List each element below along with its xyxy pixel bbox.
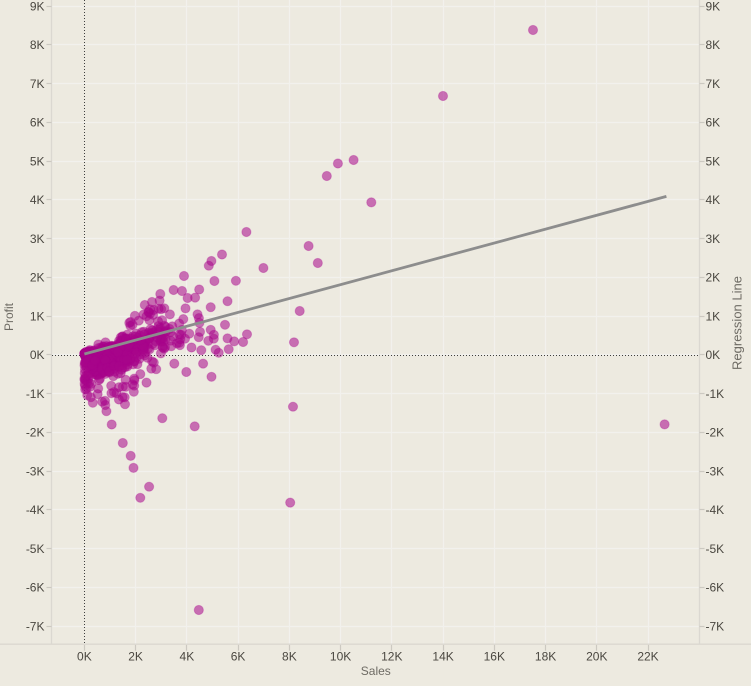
svg-text:-1K: -1K xyxy=(26,387,45,401)
svg-text:-7K: -7K xyxy=(26,619,45,633)
svg-text:9K: 9K xyxy=(30,0,45,13)
svg-text:5K: 5K xyxy=(30,154,45,168)
svg-text:Sales: Sales xyxy=(361,664,391,678)
svg-text:-2K: -2K xyxy=(26,426,45,440)
svg-text:6K: 6K xyxy=(231,650,246,664)
svg-text:2K: 2K xyxy=(30,271,45,285)
svg-text:-1K: -1K xyxy=(706,387,725,401)
svg-text:7K: 7K xyxy=(706,77,721,91)
svg-text:-6K: -6K xyxy=(706,581,725,595)
svg-text:0K: 0K xyxy=(706,348,721,362)
svg-text:22K: 22K xyxy=(637,650,658,664)
svg-text:-7K: -7K xyxy=(706,619,725,633)
svg-text:Regression Line: Regression Line xyxy=(730,276,745,370)
svg-text:14K: 14K xyxy=(432,650,453,664)
svg-text:4K: 4K xyxy=(30,193,45,207)
svg-text:-4K: -4K xyxy=(706,503,725,517)
svg-text:6K: 6K xyxy=(30,116,45,130)
svg-text:-3K: -3K xyxy=(706,464,725,478)
svg-text:1K: 1K xyxy=(706,309,721,323)
svg-text:10K: 10K xyxy=(330,650,351,664)
svg-text:12K: 12K xyxy=(381,650,402,664)
svg-text:7K: 7K xyxy=(30,77,45,91)
svg-text:3K: 3K xyxy=(30,232,45,246)
svg-text:1K: 1K xyxy=(30,309,45,323)
svg-text:3K: 3K xyxy=(706,232,721,246)
svg-text:18K: 18K xyxy=(535,650,556,664)
svg-text:4K: 4K xyxy=(180,650,195,664)
svg-text:8K: 8K xyxy=(282,650,297,664)
svg-text:2K: 2K xyxy=(706,271,721,285)
svg-text:16K: 16K xyxy=(484,650,505,664)
svg-text:-5K: -5K xyxy=(26,542,45,556)
svg-text:9K: 9K xyxy=(706,0,721,13)
svg-text:-6K: -6K xyxy=(26,581,45,595)
svg-text:-2K: -2K xyxy=(706,426,725,440)
svg-text:4K: 4K xyxy=(706,193,721,207)
svg-text:8K: 8K xyxy=(706,38,721,52)
svg-text:8K: 8K xyxy=(30,38,45,52)
svg-text:Profit: Profit xyxy=(2,302,16,331)
svg-text:2K: 2K xyxy=(128,650,143,664)
svg-text:-3K: -3K xyxy=(26,464,45,478)
svg-text:0K: 0K xyxy=(77,650,92,664)
svg-text:6K: 6K xyxy=(706,116,721,130)
svg-text:5K: 5K xyxy=(706,154,721,168)
svg-text:20K: 20K xyxy=(586,650,607,664)
svg-text:0K: 0K xyxy=(30,348,45,362)
svg-text:-5K: -5K xyxy=(706,542,725,556)
svg-text:-4K: -4K xyxy=(26,503,45,517)
